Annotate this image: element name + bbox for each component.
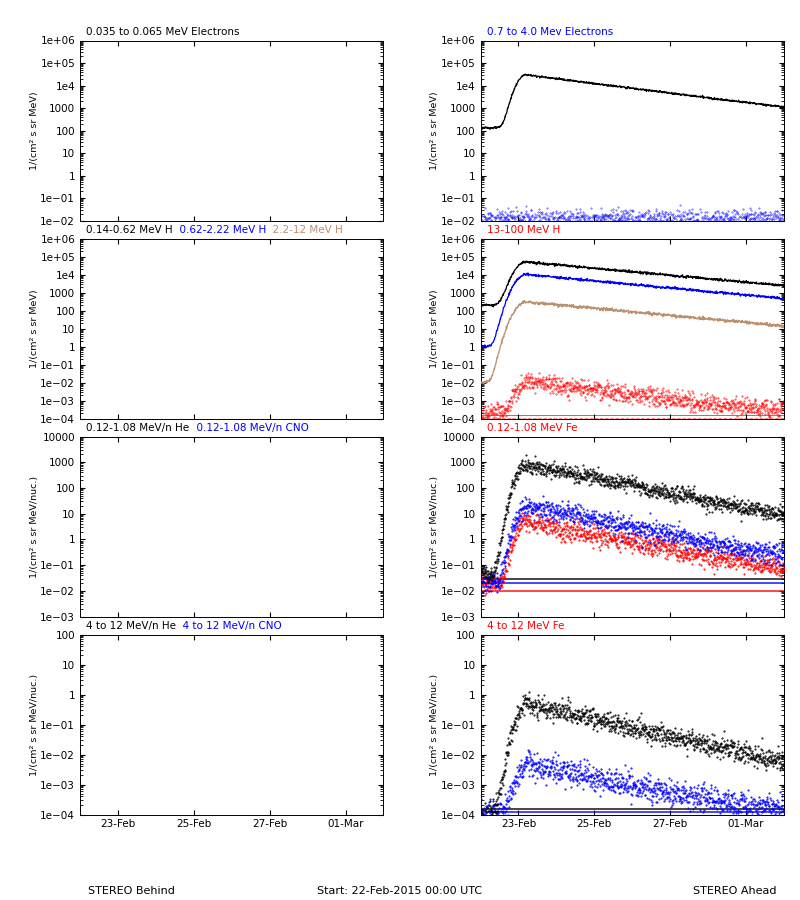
- Text: 2.2-12 MeV H: 2.2-12 MeV H: [266, 225, 343, 235]
- Text: 4 to 12 MeV/n CNO: 4 to 12 MeV/n CNO: [177, 621, 282, 631]
- Text: 0.14-0.62 MeV H: 0.14-0.62 MeV H: [86, 225, 173, 235]
- Text: 0.035 to 0.065 MeV Electrons: 0.035 to 0.065 MeV Electrons: [86, 27, 240, 37]
- Y-axis label: 1/(cm² s sr MeV/nuc.): 1/(cm² s sr MeV/nuc.): [430, 475, 439, 578]
- Y-axis label: 1/(cm² s sr MeV): 1/(cm² s sr MeV): [430, 91, 439, 170]
- Y-axis label: 1/(cm² s sr MeV/nuc.): 1/(cm² s sr MeV/nuc.): [430, 673, 439, 776]
- Text: STEREO Ahead: STEREO Ahead: [693, 886, 776, 896]
- Text: STEREO Behind: STEREO Behind: [88, 886, 175, 896]
- Text: 13-100 MeV H: 13-100 MeV H: [487, 225, 560, 235]
- Text: 0.12-1.08 MeV Fe: 0.12-1.08 MeV Fe: [487, 423, 578, 433]
- Y-axis label: 1/(cm² s sr MeV/nuc.): 1/(cm² s sr MeV/nuc.): [30, 673, 39, 776]
- Y-axis label: 1/(cm² s sr MeV): 1/(cm² s sr MeV): [30, 289, 39, 368]
- Text: 0.62-2.22 MeV H: 0.62-2.22 MeV H: [173, 225, 266, 235]
- Y-axis label: 1/(cm² s sr MeV): 1/(cm² s sr MeV): [30, 91, 39, 170]
- Text: 4 to 12 MeV Fe: 4 to 12 MeV Fe: [487, 621, 564, 631]
- Text: 0.12-1.08 MeV/n He: 0.12-1.08 MeV/n He: [86, 423, 190, 433]
- Text: 0.7 to 4.0 Mev Electrons: 0.7 to 4.0 Mev Electrons: [487, 27, 614, 37]
- Text: 4 to 12 MeV/n He: 4 to 12 MeV/n He: [86, 621, 176, 631]
- Y-axis label: 1/(cm² s sr MeV): 1/(cm² s sr MeV): [430, 289, 439, 368]
- Text: 0.12-1.08 MeV/n CNO: 0.12-1.08 MeV/n CNO: [190, 423, 308, 433]
- Text: Start: 22-Feb-2015 00:00 UTC: Start: 22-Feb-2015 00:00 UTC: [318, 886, 482, 896]
- Y-axis label: 1/(cm² s sr MeV/nuc.): 1/(cm² s sr MeV/nuc.): [30, 475, 39, 578]
